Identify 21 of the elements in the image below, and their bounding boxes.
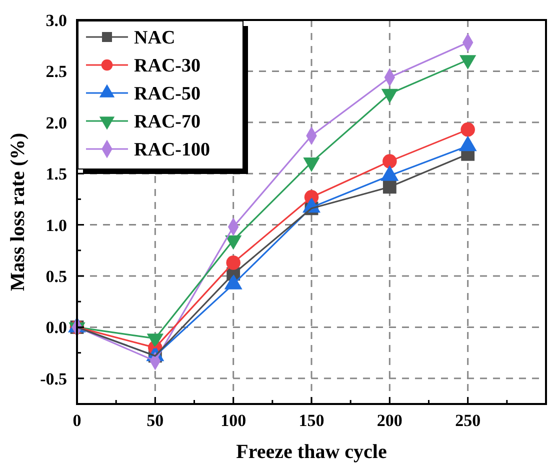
y-axis-title: Mass loss rate (%) (7, 132, 29, 292)
y-tick-label: 3.0 (46, 10, 67, 30)
y-tick-label: 1.5 (46, 164, 67, 184)
x-tick-label: 200 (376, 411, 402, 430)
x-axis-title: Freeze thaw cycle (236, 441, 387, 463)
y-tick-label: 0.5 (46, 266, 67, 286)
y-tick-label: 2.5 (46, 62, 67, 82)
legend-label: RAC-70 (134, 112, 200, 133)
y-tick-label: 2.0 (46, 113, 67, 132)
x-tick-label: 100 (220, 411, 246, 430)
legend-label: RAC-30 (134, 56, 200, 77)
x-tick-label: 0 (72, 411, 82, 430)
y-tick-label: 0.0 (46, 318, 67, 338)
x-tick-label: 50 (146, 411, 164, 430)
y-tick-label: 1.0 (46, 216, 67, 235)
legend-label: RAC-50 (134, 84, 200, 105)
x-tick-label: 150 (298, 411, 324, 430)
legend-label: NAC (134, 28, 176, 49)
legend-label: RAC-100 (134, 140, 210, 161)
y-tick-label: -0.5 (40, 369, 67, 388)
x-tick-label: 250 (455, 411, 481, 430)
